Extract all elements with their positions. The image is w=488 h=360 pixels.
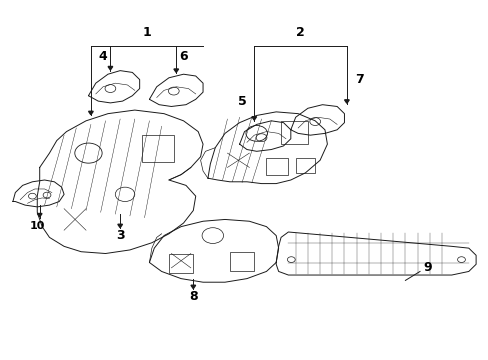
Polygon shape [191, 285, 195, 289]
Text: 4: 4 [99, 50, 107, 63]
Polygon shape [37, 213, 42, 217]
Text: 8: 8 [188, 290, 197, 303]
Polygon shape [118, 224, 122, 228]
Text: 7: 7 [354, 73, 363, 86]
Polygon shape [108, 67, 113, 70]
Bar [142, 135, 173, 162]
Bar [281, 121, 307, 144]
Bar [168, 253, 193, 273]
Polygon shape [344, 100, 348, 103]
Text: 5: 5 [237, 95, 246, 108]
Text: 10: 10 [29, 221, 45, 231]
Text: 2: 2 [296, 27, 305, 40]
Text: 9: 9 [422, 261, 431, 274]
Polygon shape [251, 117, 256, 120]
Bar [266, 158, 288, 175]
Text: 3: 3 [116, 229, 124, 242]
Bar [229, 252, 254, 271]
Polygon shape [174, 69, 178, 72]
Polygon shape [88, 111, 93, 115]
Text: 1: 1 [142, 27, 151, 40]
Bar [295, 158, 315, 173]
Text: 6: 6 [179, 50, 187, 63]
